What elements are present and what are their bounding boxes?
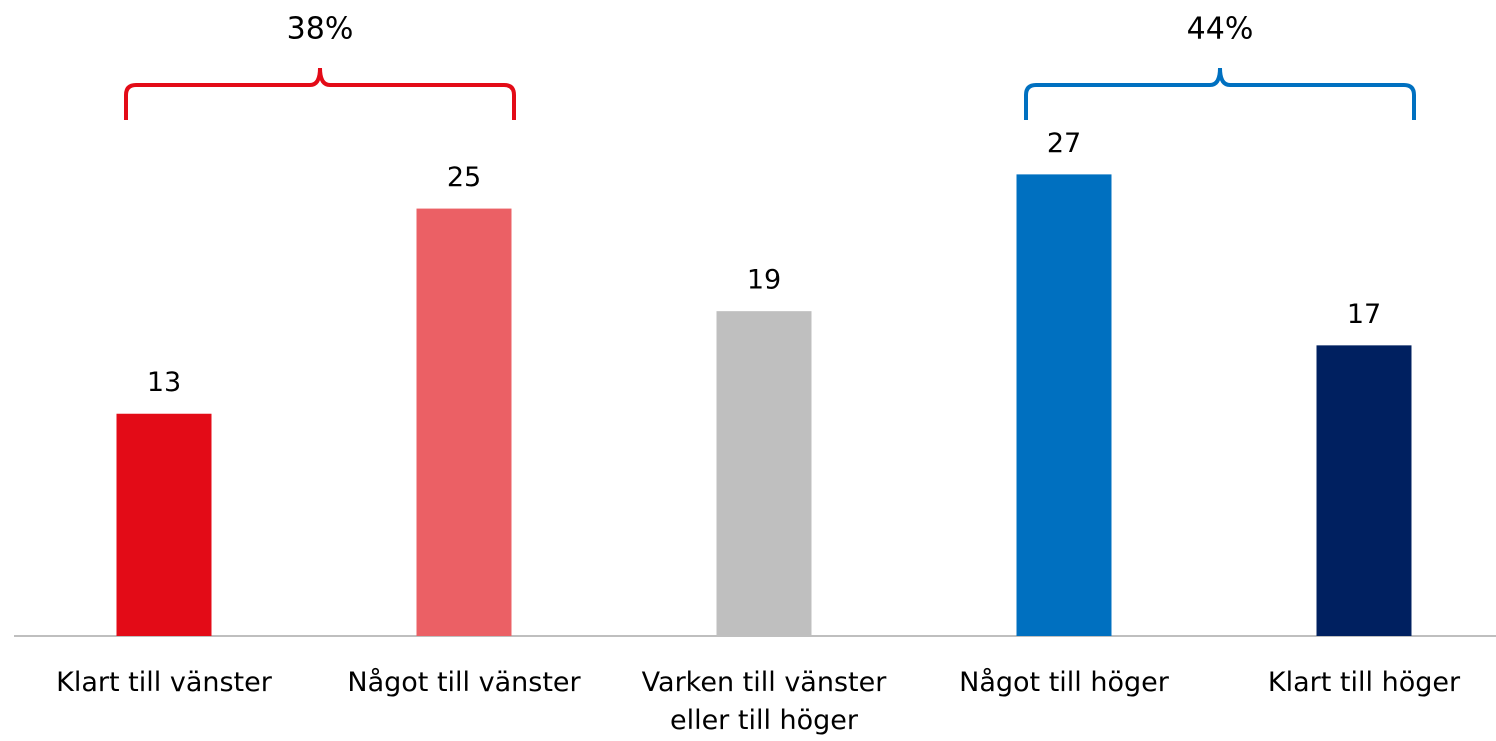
bar (1316, 345, 1412, 636)
bar (116, 413, 212, 636)
data-label: 17 (1347, 299, 1381, 330)
bar (1016, 174, 1112, 637)
data-label: 19 (747, 265, 781, 296)
bracket (124, 67, 516, 120)
data-label: 27 (1047, 128, 1081, 159)
x-tick-label: Klart till höger (1267, 667, 1461, 698)
annotation: 44% (1187, 12, 1254, 47)
annotation: 38% (287, 12, 354, 47)
x-tick-label: Något till vänster (347, 667, 581, 698)
data-label: 13 (147, 367, 181, 398)
x-tick-label: Något till höger (959, 667, 1169, 698)
data-label: 25 (447, 162, 481, 193)
bar (716, 311, 812, 636)
x-tick-label: Varken till vänster eller till höger (641, 667, 887, 736)
bar (416, 208, 512, 637)
x-tick-label: Klart till vänster (56, 667, 272, 698)
bracket (1024, 67, 1416, 120)
